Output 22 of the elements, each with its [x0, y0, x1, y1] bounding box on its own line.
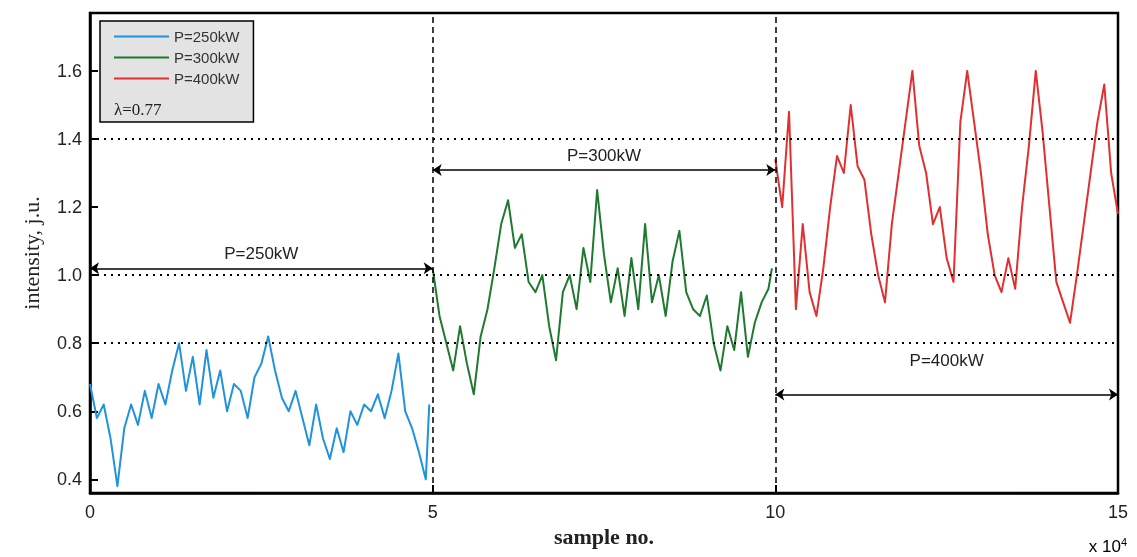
x-axis-title: sample no. — [553, 524, 655, 550]
y-axis-title: intensity, j.u. — [18, 196, 44, 310]
annotation: P=400kW — [909, 350, 984, 370]
y-tick-label: 0.4 — [56, 469, 82, 490]
x-tick-label: 10 — [765, 502, 786, 522]
annotation: P=250kW — [224, 244, 299, 264]
legend-label: P=300kW — [174, 49, 241, 66]
line-series — [89, 335, 431, 488]
line-series — [774, 69, 1119, 324]
x-tick-label: 15 — [1107, 502, 1129, 522]
x-tick-label: 0 — [84, 502, 96, 522]
y-tick-label: 1.4 — [56, 128, 82, 149]
y-tick-label: 0.8 — [56, 333, 82, 354]
annotation: λ=0.77 — [114, 100, 163, 119]
legend-label: P=250kW — [174, 28, 241, 45]
y-tick-label: 1.6 — [56, 60, 82, 81]
y-tick-label: 0.6 — [56, 401, 82, 422]
y-tick-label: 1.0 — [56, 265, 82, 286]
x-tick-label: 5 — [427, 502, 438, 522]
y-tick-label: 1.2 — [56, 197, 82, 218]
legend-label: P=400kW — [174, 70, 241, 87]
annotation: P=300kW — [566, 145, 642, 165]
